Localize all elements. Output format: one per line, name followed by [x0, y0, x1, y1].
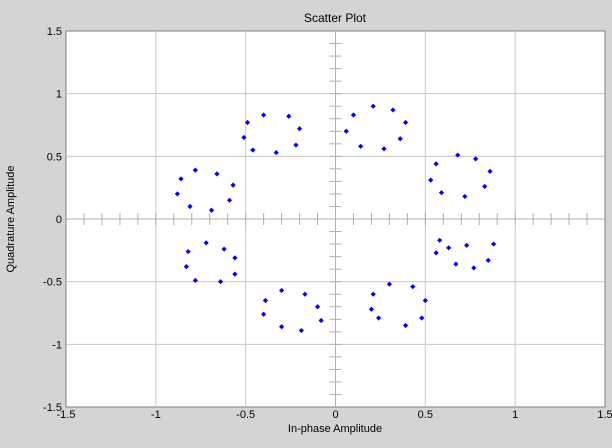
data-point	[273, 149, 279, 156]
data-point	[279, 287, 285, 294]
x-tick-label: 0.5	[418, 409, 433, 421]
data-point	[358, 143, 364, 149]
data-point	[422, 297, 428, 304]
data-point	[462, 193, 468, 200]
data-point	[370, 291, 376, 297]
x-axis-label: In-phase Amplitude	[288, 423, 382, 435]
data-point	[402, 322, 409, 329]
data-point	[192, 277, 198, 284]
data-point	[433, 161, 439, 167]
x-tick-label: -1.5	[57, 409, 76, 421]
data-point	[185, 248, 191, 255]
data-point	[343, 128, 349, 134]
data-point	[402, 119, 409, 126]
data-point	[178, 176, 184, 182]
data-point	[203, 240, 209, 246]
data-point	[232, 271, 238, 277]
data-point	[241, 134, 247, 141]
data-point	[433, 250, 439, 256]
data-point	[226, 197, 233, 203]
data-point	[370, 103, 376, 109]
data-point	[183, 264, 189, 270]
data-point	[230, 182, 236, 188]
data-point	[397, 136, 403, 142]
data-point	[410, 284, 416, 290]
data-point	[314, 304, 321, 310]
x-tick-label: -0.5	[236, 409, 255, 421]
data-point	[376, 315, 382, 321]
data-point	[473, 156, 479, 162]
chart-title: Scatter Plot	[304, 11, 367, 25]
data-point	[174, 191, 180, 197]
data-point	[318, 317, 324, 324]
y-tick-label: 1	[56, 89, 62, 101]
data-point	[350, 112, 357, 118]
data-point	[298, 327, 304, 334]
data-point	[217, 279, 224, 285]
data-point	[244, 119, 251, 126]
data-point	[419, 315, 425, 321]
data-point	[482, 183, 488, 190]
data-point	[261, 112, 267, 118]
y-tick-label: 1.5	[47, 26, 62, 38]
data-point	[250, 147, 256, 153]
data-point	[221, 246, 227, 252]
y-tick-label: 0.5	[47, 151, 62, 163]
x-tick-label: 1.5	[597, 409, 612, 421]
x-tick-label: -1	[151, 409, 161, 421]
tick-labels: -1.5 -1 -0.5 0 0.5 1 1.5 -1.5 -1 -0.5 0 0.5 1 1.5	[43, 26, 612, 421]
data-point	[453, 261, 459, 267]
data-point	[293, 142, 299, 148]
center-axes	[66, 31, 605, 407]
data-point	[192, 167, 198, 173]
data-point	[446, 245, 452, 251]
data-point	[286, 113, 292, 119]
data-point	[262, 297, 269, 304]
data-point	[485, 257, 491, 263]
data-point	[491, 241, 497, 247]
data-point	[390, 107, 396, 113]
y-tick-label: 0	[56, 214, 62, 226]
data-point	[368, 306, 375, 312]
data-point	[261, 311, 267, 317]
y-tick-label: -1	[52, 339, 62, 351]
x-tick-label: 1	[512, 409, 518, 421]
data-point	[296, 126, 303, 132]
data-point	[187, 203, 193, 210]
data-point	[386, 281, 392, 287]
data-point	[471, 265, 477, 271]
data-point	[487, 168, 493, 174]
x-tick-label: 0	[332, 409, 338, 421]
data-point	[381, 146, 387, 152]
y-tick-label: -1.5	[43, 402, 62, 414]
data-point	[428, 177, 434, 183]
data-point	[455, 152, 461, 158]
data-point	[279, 324, 285, 330]
data-point	[214, 171, 220, 177]
data-point	[232, 255, 238, 261]
y-axis-label: Quadrature Amplitude	[5, 165, 17, 272]
data-point	[437, 237, 443, 243]
y-tick-label: -0.5	[43, 277, 62, 289]
data-point	[208, 207, 215, 213]
data-point	[302, 291, 308, 297]
data-point	[464, 242, 470, 248]
data-point	[438, 190, 445, 196]
data-points	[174, 103, 497, 334]
